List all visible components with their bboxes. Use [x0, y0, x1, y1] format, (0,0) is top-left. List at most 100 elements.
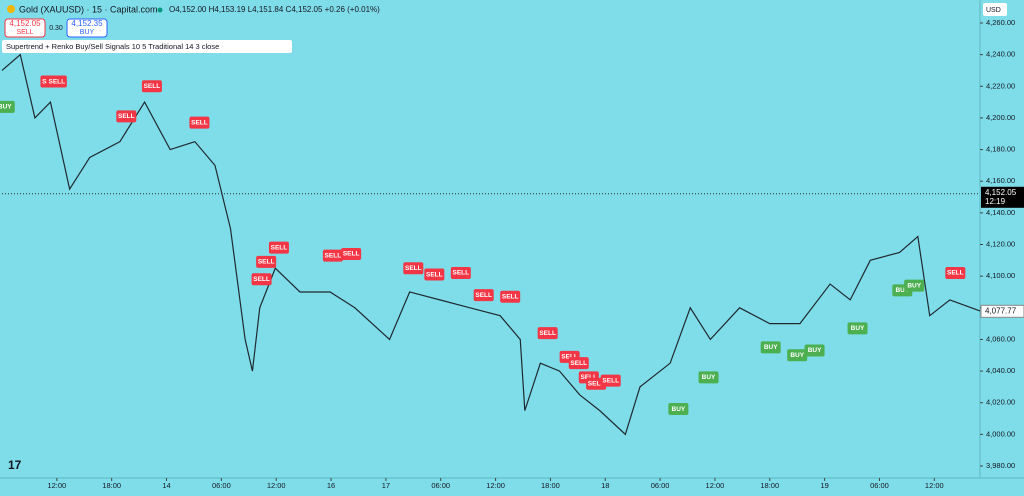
x-tick-label: 12:00: [486, 481, 505, 490]
buy-signal: [904, 279, 925, 292]
buy-price: 4,152.35: [71, 19, 103, 28]
currency-button[interactable]: [983, 3, 1007, 16]
sell-signal: [403, 262, 424, 275]
price-line: [1, 53, 981, 436]
last-price-box: [981, 186, 1024, 208]
x-tick-label: 14: [162, 481, 170, 490]
buy-signal: [847, 322, 868, 335]
signal-label: SELL: [144, 83, 161, 90]
y-tick-label: 4,140.00: [986, 208, 1015, 217]
cursor-price-box: [980, 304, 1024, 318]
x-tick-label: 06:00: [870, 481, 889, 490]
signal-label: SELL: [426, 271, 443, 278]
y-tick-label: 4,220.00: [986, 81, 1015, 90]
sell-signal: [450, 266, 471, 279]
buy-signal: [804, 344, 825, 357]
x-tick-label: 12:00: [47, 481, 66, 490]
x-tick-label: 18: [601, 481, 609, 490]
sell-button[interactable]: [4, 18, 46, 38]
signal-label: SELL: [947, 270, 964, 277]
signal-label: SELL: [405, 265, 422, 272]
signal-label: SELL: [191, 119, 208, 126]
x-tick-label: 12:00: [267, 481, 286, 490]
indicator-name: Supertrend + Renko Buy/Sell Signals 10 5…: [6, 42, 219, 51]
y-tick-label: 4,200.00: [986, 113, 1015, 122]
signal-label: BUY: [672, 406, 686, 413]
sell-signal: [500, 290, 521, 303]
buy-signal: [760, 341, 781, 354]
buy-button[interactable]: [66, 18, 108, 38]
signal-label: SELL: [253, 276, 270, 283]
sell-signal: [322, 249, 343, 262]
buy-signal: [698, 371, 719, 384]
signal-label: SELL: [602, 377, 619, 384]
cursor-price-label: 4,077.77: [985, 306, 1017, 315]
x-tick-label: 19: [820, 481, 828, 490]
sell-signal: [473, 289, 494, 302]
currency: USD: [986, 7, 1001, 14]
signal-label: SELL: [580, 374, 597, 381]
sell-signal: [189, 116, 210, 129]
sell-signal: [537, 327, 558, 340]
signal-label: BUY: [764, 344, 778, 351]
y-tick-label: 4,260.00: [986, 18, 1015, 27]
x-tick-label: 17: [382, 481, 390, 490]
sell-signal: [46, 75, 67, 88]
signal-label: BUY: [702, 374, 716, 381]
sell-signal: [251, 273, 272, 286]
buy-signal: [668, 403, 689, 416]
sell-signal: [424, 268, 445, 281]
y-tick-label: 4,160.00: [986, 176, 1015, 185]
sell-signal: [945, 266, 966, 279]
sell-signal: [600, 374, 621, 387]
x-tick-label: 06:00: [651, 481, 670, 490]
sell-signal: [116, 110, 137, 123]
x-tick-label: 06:00: [212, 481, 231, 490]
sell-signal: [568, 357, 589, 370]
ohlc: O4,152.00 H4,153.19 L4,151.84 C4,152.05 …: [169, 5, 380, 14]
x-tick-label: 18:00: [541, 481, 560, 490]
buy-signal: [787, 349, 808, 362]
spread: 0.30: [49, 25, 63, 32]
signal-label: SELL: [588, 380, 605, 387]
y-tick-label: 4,180.00: [986, 145, 1015, 154]
y-tick-label: 4,060.00: [986, 334, 1015, 343]
signal-label: BUY: [808, 347, 822, 354]
logo: 17: [8, 458, 22, 472]
symbol: Gold (XAUUSD) · 15 · Capital.com: [19, 4, 158, 14]
buy-label: BUY: [80, 29, 95, 36]
signal-label: SELL: [475, 292, 492, 299]
market-status: [157, 7, 163, 13]
y-tick-label: 3,980.00: [986, 461, 1015, 470]
sell-signal: [341, 247, 362, 260]
y-tick-label: 4,040.00: [986, 366, 1015, 375]
y-tick-label: 4,020.00: [986, 398, 1015, 407]
signal-label: BUY: [895, 287, 909, 294]
signal-label: SELL: [502, 293, 519, 300]
buy-signal: [0, 100, 15, 113]
last-price-label: 4,152.05: [985, 188, 1017, 197]
y-tick-label: 4,000.00: [986, 429, 1015, 438]
y-tick-label: 4,240.00: [986, 50, 1015, 59]
sell-price: 4,152.05: [9, 19, 41, 28]
sell-label: SELL: [16, 29, 33, 36]
sell-signal: [256, 255, 277, 268]
signal-label: SELL: [539, 330, 556, 337]
signal-label: BUY: [851, 325, 865, 332]
y-tick-label: 4,120.00: [986, 239, 1015, 248]
signal-label: SELL: [561, 354, 578, 361]
countdown: 12:19: [985, 197, 1006, 206]
signal-label: SELL: [49, 78, 66, 85]
x-tick-label: 06:00: [431, 481, 450, 490]
sell-signal: [268, 241, 289, 254]
signal-label: SELL: [453, 270, 470, 277]
signal-label: SELL: [570, 360, 587, 367]
sell-signal: [141, 80, 162, 93]
x-tick-label: 18:00: [102, 481, 121, 490]
y-tick-label: 4,100.00: [986, 271, 1015, 280]
signal-label: BUY: [0, 104, 12, 111]
indicator-bar[interactable]: [2, 40, 292, 53]
signal-label: BUY: [790, 352, 804, 359]
